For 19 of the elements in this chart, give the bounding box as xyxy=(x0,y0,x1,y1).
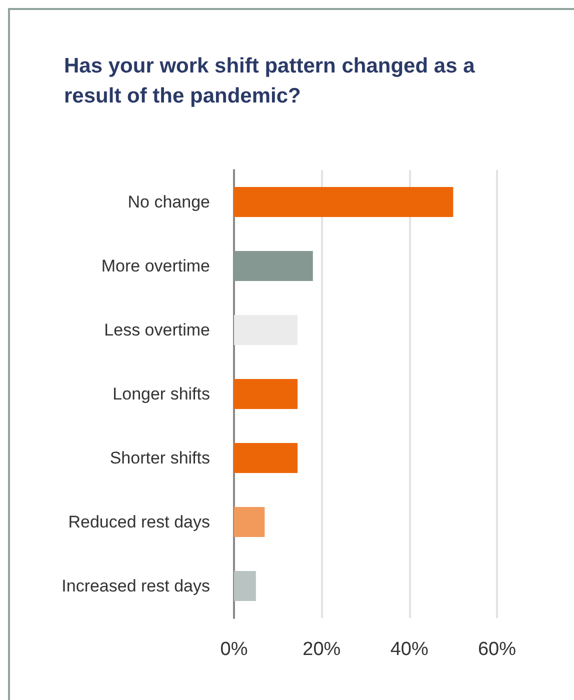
x-tick-label: 20% xyxy=(302,639,341,660)
y-tick-label: Shorter shifts xyxy=(110,448,210,468)
y-tick-label: Less overtime xyxy=(104,320,210,340)
y-tick-label: More overtime xyxy=(101,256,210,276)
bar xyxy=(234,379,298,409)
chart-title: Has your work shift pattern changed as a result of the pandemic? xyxy=(64,54,481,108)
bar xyxy=(234,315,298,345)
bar xyxy=(234,443,298,473)
bar xyxy=(234,187,454,217)
y-tick-label: Longer shifts xyxy=(112,384,210,404)
y-tick-label: No change xyxy=(128,192,210,212)
x-tick-label: 40% xyxy=(390,639,428,660)
x-tick-label: 60% xyxy=(478,639,516,660)
bar xyxy=(234,251,313,281)
bar xyxy=(234,507,265,537)
bar xyxy=(234,571,256,601)
y-tick-label: Reduced rest days xyxy=(68,512,210,532)
x-tick-label: 0% xyxy=(220,639,248,660)
y-tick-label: Increased rest days xyxy=(62,576,210,596)
